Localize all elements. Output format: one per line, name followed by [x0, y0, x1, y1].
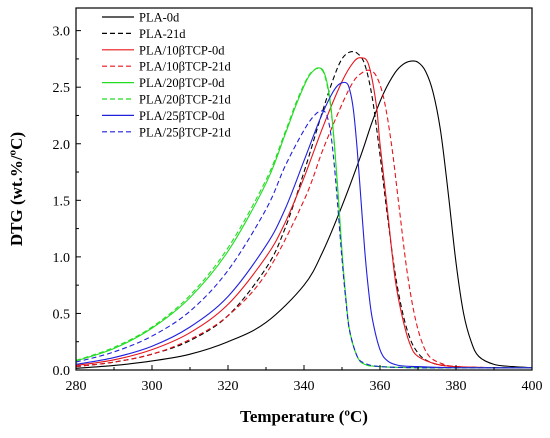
y-tick-label: 3.0: [53, 25, 71, 40]
x-tick-label: 360: [370, 379, 391, 394]
x-tick-label: 380: [446, 379, 467, 394]
y-tick-label: 0.0: [53, 364, 71, 379]
legend-label: PLA-21d: [139, 27, 186, 41]
legend-label: PLA/25βTCP-0d: [139, 109, 225, 123]
y-axis-label: DTG (wt.%/ºC): [7, 132, 26, 246]
y-tick-label: 1.5: [53, 194, 71, 209]
x-tick-label: 280: [66, 379, 87, 394]
legend-label: PLA/20βTCP-21d: [139, 93, 232, 107]
x-tick-label: 320: [218, 379, 239, 394]
x-tick-label: 340: [294, 379, 315, 394]
ticks-layer: 280 300 320 340 360 380 400 0.0 0.5 1.0 1.5 2.0 2.5 3…: [53, 25, 543, 394]
x-tick-label: 400: [522, 379, 543, 394]
series-line-pla-0d: [76, 60, 532, 369]
legend-label: PLA/10βTCP-21d: [139, 60, 232, 74]
x-axis-label: Temperature (ºC): [240, 407, 368, 426]
legend-label: PLA/20βTCP-0d: [139, 76, 225, 90]
y-tick-label: 2.0: [53, 138, 71, 153]
y-tick-label: 2.5: [53, 81, 71, 96]
series-line-pla-25-tcp-21d: [76, 110, 532, 369]
y-tick-label: 0.5: [53, 307, 71, 322]
legend-label: PLA/10βTCP-0d: [139, 43, 225, 57]
legend-label: PLA/25βTCP-21d: [139, 125, 232, 139]
series-line-pla-25-tcp-0d: [76, 81, 532, 369]
y-tick-label: 1.0: [53, 251, 71, 266]
legend-label: PLA-0d: [139, 11, 180, 25]
series-layer: [76, 50, 532, 369]
series-line-pla-20-tcp-0d: [76, 67, 532, 369]
series-line-pla-10-tcp-0d: [76, 57, 532, 369]
series-line-pla-20-tcp-21d: [76, 67, 532, 369]
legend: PLA-0d PLA-21d PLA/10βTCP-0d PLA/10βTCP-21d…: [102, 11, 232, 139]
x-tick-label: 300: [142, 379, 163, 394]
series-line-pla-10-tcp-21d: [76, 69, 532, 369]
